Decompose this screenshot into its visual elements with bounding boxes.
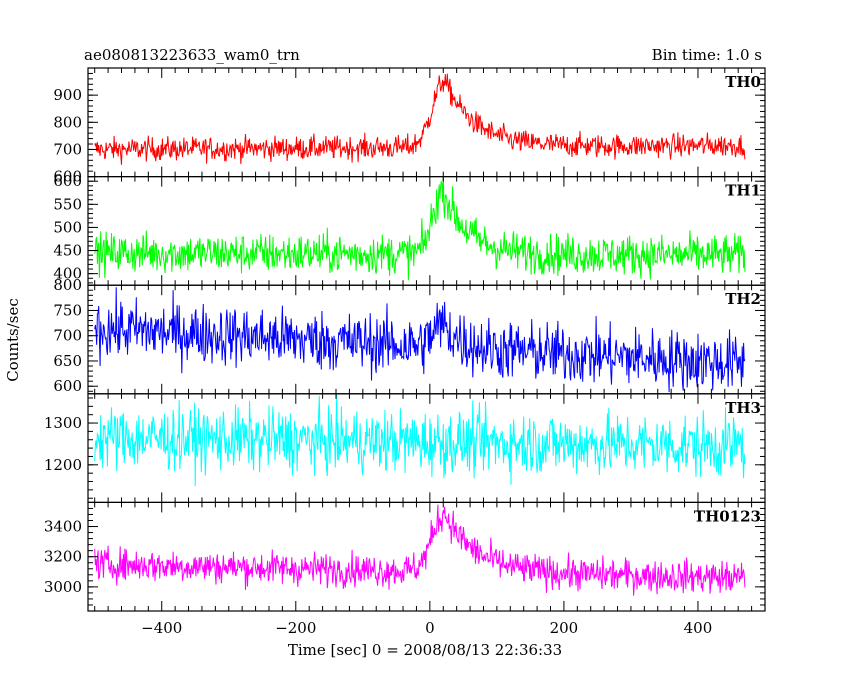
y-tick-label: 3000 xyxy=(44,578,82,596)
y-tick-label: 600 xyxy=(53,172,82,190)
y-tick-label: 700 xyxy=(53,140,82,158)
panel-label-th0123: TH0123 xyxy=(694,507,761,525)
panel-label-th3: TH3 xyxy=(725,399,761,417)
y-tick-label: 600 xyxy=(53,168,82,186)
y-tick-label: 800 xyxy=(53,113,82,131)
y-tick-label: 550 xyxy=(53,195,82,213)
x-tick-label: −400 xyxy=(141,619,182,637)
x-tick-label: −200 xyxy=(275,619,316,637)
panel-label-th1: TH1 xyxy=(725,182,761,200)
y-tick-label: 450 xyxy=(53,242,82,260)
panel-label-th2: TH2 xyxy=(725,290,761,308)
y-tick-label: 3400 xyxy=(44,518,82,536)
series-th1 xyxy=(94,176,746,281)
panel-label-th0: TH0 xyxy=(725,73,761,91)
chart-subtitle: Bin time: 1.0 s xyxy=(652,46,762,64)
y-tick-label: 400 xyxy=(53,265,82,283)
series-th0 xyxy=(94,73,746,165)
x-tick-label: 200 xyxy=(550,619,579,637)
y-tick-label: 600 xyxy=(53,377,82,395)
series-th2 xyxy=(94,287,746,393)
x-tick-label: 0 xyxy=(425,619,435,637)
panel-frame-th1 xyxy=(87,176,766,286)
y-tick-label: 500 xyxy=(53,218,82,236)
y-axis-label: Counts/sec xyxy=(4,298,22,382)
y-tick-label: 1200 xyxy=(44,456,82,474)
y-tick-label: 3200 xyxy=(44,548,82,566)
y-tick-label: 1300 xyxy=(44,414,82,432)
series-th0123 xyxy=(94,504,746,596)
panels: 600 700 800 900 TH0 400 450 500 550 600 TH1 600 650 7… xyxy=(44,67,766,612)
y-tick-label: 700 xyxy=(53,327,82,345)
y-tick-label: 750 xyxy=(53,301,82,319)
chart-title: ae080813223633_wam0_trn xyxy=(84,46,300,64)
x-axis-label: Time [sec] 0 = 2008/08/13 22:36:33 xyxy=(288,641,562,659)
series-th3 xyxy=(94,394,746,487)
x-axis-ticks: −400 −200 0 200 400 xyxy=(141,619,712,637)
y-tick-label: 800 xyxy=(53,276,82,294)
y-tick-label: 650 xyxy=(53,352,82,370)
y-tick-label: 900 xyxy=(53,86,82,104)
x-tick-label: 400 xyxy=(684,619,713,637)
